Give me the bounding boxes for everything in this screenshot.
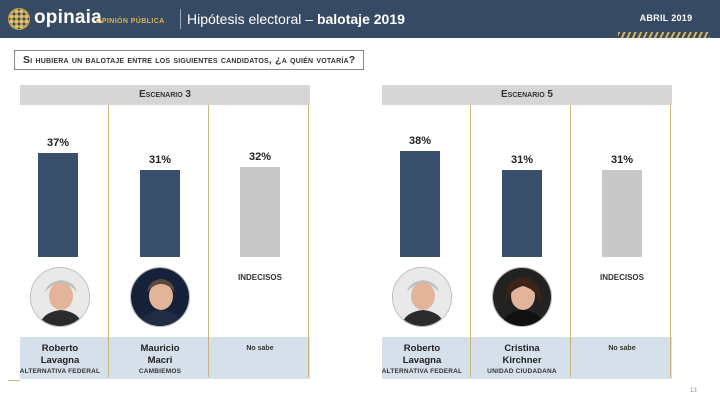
header-divider	[180, 9, 181, 29]
candidate-last-name: Lavagna	[40, 355, 80, 366]
column-divider	[108, 105, 109, 377]
footer-line	[8, 380, 20, 381]
data-label-2: 31%	[510, 154, 534, 167]
scenario-5-panel: Escenario 5 38% Roberto Lavagna ALTERNATIVA …	[382, 85, 672, 380]
header-bar: opinaia OPINIÓN PÚBLICA Hipótesis electo…	[0, 0, 720, 38]
no-sabe-label: No sabe	[608, 345, 636, 352]
column-divider	[470, 105, 471, 377]
candidate-last-name: Kirchner	[502, 355, 542, 366]
candidate-last-name: Lavagna	[402, 355, 442, 366]
candidate-first-name: Roberto	[403, 343, 441, 354]
bar-1	[38, 153, 78, 257]
candidate-last-name: Macri	[147, 355, 173, 366]
page-number: 13	[690, 388, 697, 394]
undecided-label: INDECISOS	[237, 273, 282, 282]
candidate-first-name: Roberto	[41, 343, 79, 354]
scenario-3-panel: Escenario 3 37% Roberto Lavagna ALTERNATIVA …	[20, 85, 310, 380]
roberto-photo	[392, 267, 452, 327]
data-label-3: 32%	[248, 151, 272, 164]
candidate-party: ALTERNATIVA FEDERAL	[381, 368, 463, 375]
header-date: ABRIL 2019	[639, 13, 693, 23]
page-title-plain: Hipótesis electoral –	[187, 11, 317, 27]
bar-3	[240, 167, 280, 257]
page-title: Hipótesis electoral – balotaje 2019	[187, 11, 405, 27]
roberto-photo	[30, 267, 90, 327]
candidate-party: ALTERNATIVA FEDERAL	[19, 368, 101, 375]
data-label-2: 31%	[148, 154, 172, 167]
data-label-1: 38%	[408, 134, 432, 147]
bar-1	[400, 150, 440, 257]
column-divider	[570, 105, 571, 377]
bar-2	[140, 170, 180, 257]
header-stripes	[618, 32, 710, 38]
no-sabe-label: No sabe	[246, 345, 274, 352]
candidate-first-name: Mauricio	[140, 343, 180, 354]
candidate-party: CAMBIEMOS	[138, 368, 182, 375]
scenario-title: Escenario 3	[20, 85, 310, 105]
undecided-label: INDECISOS	[599, 273, 644, 282]
bar-2	[502, 170, 542, 257]
column-divider	[208, 105, 209, 377]
logo-icon	[8, 8, 30, 30]
cristina-photo	[492, 267, 552, 327]
scenario-title: Escenario 5	[382, 85, 672, 105]
brand-name: opinaia	[34, 7, 102, 28]
brand-subtitle: OPINIÓN PÚBLICA	[96, 18, 165, 25]
data-label-3: 31%	[610, 154, 634, 167]
column-divider	[308, 105, 309, 377]
column-divider	[670, 105, 671, 377]
candidate-first-name: Cristina	[504, 343, 540, 354]
data-label-1: 37%	[46, 137, 70, 150]
bar-3	[602, 170, 642, 257]
mauricio-photo	[130, 267, 190, 327]
candidate-info-strip	[382, 337, 672, 379]
candidate-info-strip	[20, 337, 310, 379]
question-box: Si hubiera un balotaje entre los siguien…	[14, 50, 365, 70]
page-title-bold: balotaje 2019	[316, 11, 405, 27]
candidate-party: UNIDAD CIUDADANA	[487, 368, 557, 375]
